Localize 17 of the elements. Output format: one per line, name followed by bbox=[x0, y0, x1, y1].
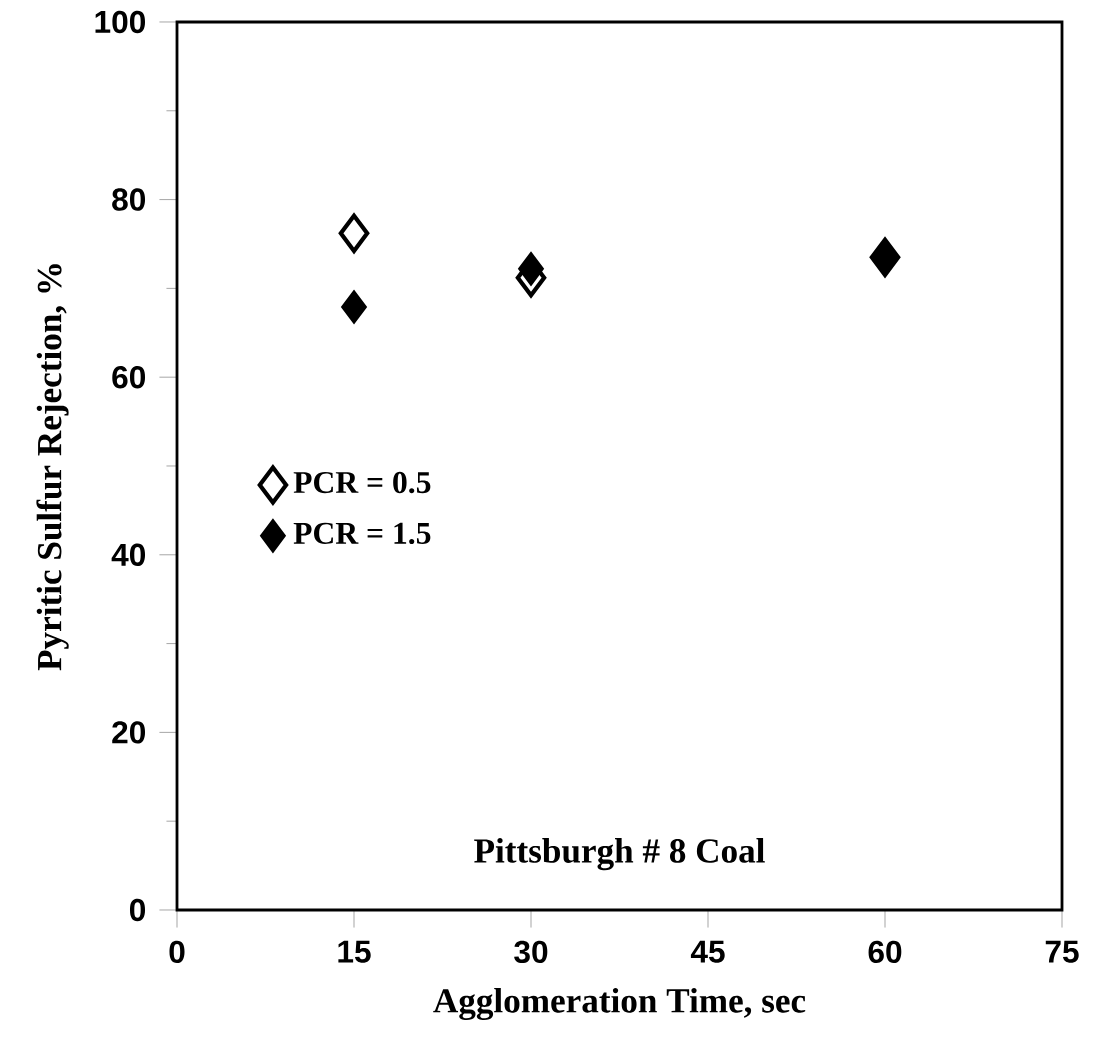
x-tick-label: 45 bbox=[690, 940, 725, 963]
legend-label: PCR = 0.5 bbox=[293, 471, 431, 494]
y-tick-label: 60 bbox=[112, 365, 146, 389]
y-axis-title: Pyritic Sulfur Rejection, % bbox=[36, 264, 69, 671]
y-tick-label: 40 bbox=[111, 543, 146, 566]
x-tick-label: 75 bbox=[1045, 940, 1079, 963]
legend-label: PCR = 1.5 bbox=[293, 522, 431, 545]
y-tick-label: 80 bbox=[112, 188, 146, 211]
y-tick-label: 0 bbox=[129, 898, 146, 922]
x-tick-label: 30 bbox=[514, 940, 548, 964]
x-tick-label: 0 bbox=[169, 940, 185, 964]
y-tick-label: 20 bbox=[112, 721, 146, 744]
x-tick-label: 60 bbox=[868, 940, 902, 964]
y-tick-label: 100 bbox=[95, 10, 146, 34]
x-axis-title: Agglomeration Time, sec bbox=[433, 987, 806, 1021]
x-tick-label: 15 bbox=[338, 940, 371, 963]
annotation: Pittsburgh # 8 Coal bbox=[474, 838, 765, 871]
